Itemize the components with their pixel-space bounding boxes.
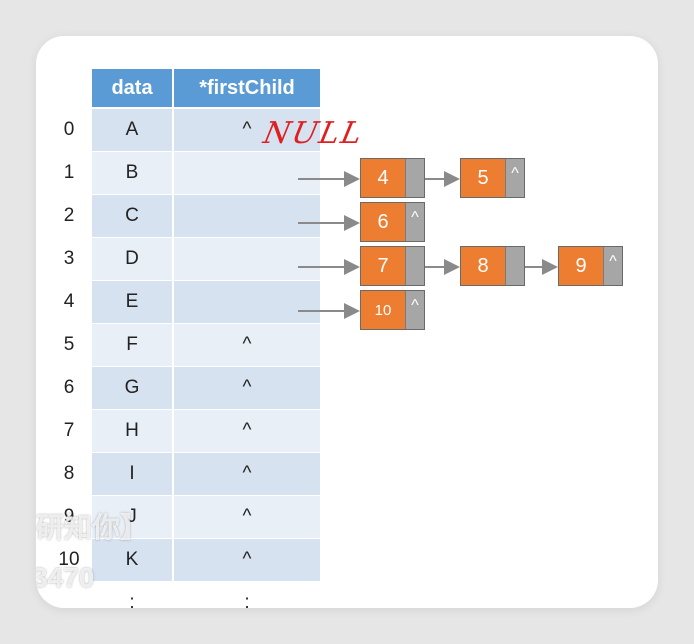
- node-9: 9 ^: [558, 246, 623, 286]
- row-index: 1: [63, 162, 75, 183]
- node-value: 5: [461, 159, 505, 197]
- watermark-number: 3470: [36, 562, 95, 593]
- node-10: 10 ^: [360, 290, 425, 330]
- node-next: [405, 247, 424, 285]
- slide-canvas: data *firstChild 0 A ^ 1 B 2 C 3 D 4 E 5 F ^ 6 G ^ 7 H ^ 8 I ^…: [36, 36, 658, 608]
- row-index: 7: [63, 420, 75, 441]
- row-index: 6: [63, 377, 75, 398]
- node-value: 8: [461, 247, 505, 285]
- data-cell: G: [92, 367, 172, 409]
- node-8: 8: [460, 246, 525, 286]
- row-index: 9: [63, 506, 75, 527]
- node-value: 9: [559, 247, 603, 285]
- data-cell: I: [92, 453, 172, 495]
- first-child-cell: [174, 195, 320, 237]
- node-next: ^: [505, 159, 524, 197]
- row-index: 5: [63, 334, 75, 355]
- header-data: data: [92, 69, 172, 107]
- data-cell: K: [92, 539, 172, 581]
- row-index: 4: [63, 291, 75, 312]
- row-index: 8: [63, 463, 75, 484]
- first-child-cell: :: [244, 592, 250, 608]
- data-cell: D: [92, 238, 172, 280]
- node-value: 6: [361, 203, 405, 241]
- node-value: 10: [361, 291, 405, 329]
- node-5: 5 ^: [460, 158, 525, 198]
- first-child-cell: ^: [174, 109, 320, 151]
- data-cell: :: [129, 592, 135, 608]
- node-4: 4: [360, 158, 425, 198]
- first-child-cell: ^: [174, 453, 320, 495]
- node-next: [405, 159, 424, 197]
- row-index: 0: [63, 119, 75, 140]
- first-child-cell: ^: [174, 496, 320, 538]
- node-value: 4: [361, 159, 405, 197]
- data-cell: H: [92, 410, 172, 452]
- pointer-arrows: [298, 171, 558, 319]
- first-child-cell: ^: [174, 410, 320, 452]
- row-index: 10: [58, 549, 80, 570]
- data-cell: A: [92, 109, 172, 151]
- watermark-text: 研知你】: [36, 512, 149, 543]
- node-next: ^: [405, 291, 424, 329]
- node-next: [505, 247, 524, 285]
- null-handwritten-note: NULL: [260, 116, 368, 151]
- node-7: 7: [360, 246, 425, 286]
- data-cell: C: [92, 195, 172, 237]
- data-cell: J: [92, 496, 172, 538]
- node-value: 7: [361, 247, 405, 285]
- row-index: 2: [63, 205, 75, 226]
- node-6: 6 ^: [360, 202, 425, 242]
- first-child-cell: ^: [174, 539, 320, 581]
- data-cell: F: [92, 324, 172, 366]
- node-next: ^: [603, 247, 622, 285]
- first-child-cell: [174, 281, 320, 323]
- header-first-child: *firstChild: [174, 69, 320, 107]
- row-index: 3: [63, 248, 75, 269]
- data-cell: B: [92, 152, 172, 194]
- node-next: ^: [405, 203, 424, 241]
- first-child-cell: [174, 152, 320, 194]
- first-child-cell: ^: [174, 367, 320, 409]
- data-cell: E: [92, 281, 172, 323]
- first-child-cell: [174, 238, 320, 280]
- first-child-cell: ^: [174, 324, 320, 366]
